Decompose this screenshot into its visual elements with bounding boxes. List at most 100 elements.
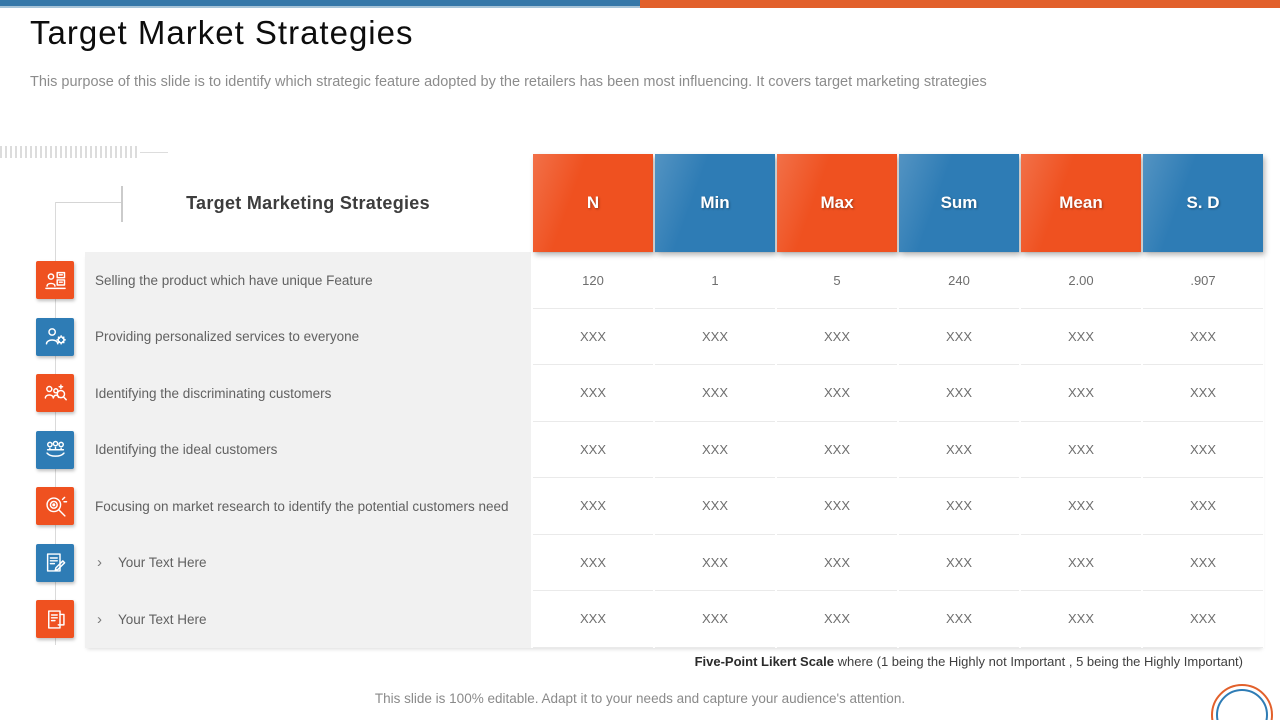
brand-logo-arcs [1210, 682, 1278, 720]
row-label-text: Focusing on market research to identify … [95, 498, 509, 514]
row-icon-slot [36, 252, 74, 309]
page-title: Target Market Strategies [30, 14, 414, 51]
edit-document-icon [36, 543, 74, 582]
table-cell: XXX [777, 478, 897, 535]
table-cell: XXX [533, 534, 653, 591]
table-cell: XXX [1021, 421, 1141, 478]
row-icon-slot [36, 309, 74, 366]
top-accent-bar [0, 0, 1280, 8]
table-cell: XXX [655, 421, 775, 478]
table-cell: 5 [777, 252, 897, 309]
connector-vertical-line [55, 202, 56, 645]
column-header-mean: Mean [1021, 154, 1141, 252]
table-row: › Your Text Here XXX XXX XXX XXX XXX XXX [85, 591, 1264, 648]
table-row: › Your Text Here XXX XXX XXX XXX XXX XXX [85, 534, 1264, 591]
table-cell: 1 [655, 252, 775, 309]
table-cell: XXX [533, 421, 653, 478]
table-row: Identifying the discriminating customers… [85, 365, 1264, 422]
table-cell: XXX [655, 365, 775, 422]
table-cell: XXX [899, 308, 1019, 365]
row-label-text: Providing personalized services to every… [95, 329, 360, 345]
table-cell: XXX [899, 591, 1019, 648]
row-label-text: Identifying the ideal customers [95, 442, 278, 458]
connector-tick [121, 186, 123, 222]
table-cell: XXX [1021, 478, 1141, 535]
table-cell: XXX [1143, 534, 1263, 591]
table-row: Providing personalized services to every… [85, 308, 1264, 365]
likert-footnote: Five-Point Likert Scale where (1 being t… [695, 654, 1243, 669]
table-cell: XXX [1021, 534, 1141, 591]
table-cell: XXX [533, 365, 653, 422]
table-row: Identifying the ideal customers XXX XXX XXX… [85, 421, 1264, 478]
table-cell: XXX [1143, 421, 1263, 478]
table-cell: XXX [899, 365, 1019, 422]
discriminating-customers-icon [36, 374, 74, 413]
strategies-table: Target Marketing Strategies N Min Max Sum Me… [85, 154, 1264, 648]
row-label: Identifying the discriminating customers [85, 365, 531, 422]
table-cell: XXX [1143, 591, 1263, 648]
table-cell: XXX [1021, 365, 1141, 422]
row-icon-slot [36, 478, 74, 535]
table-cell: XXX [777, 421, 897, 478]
column-header-sum: Sum [899, 154, 1019, 252]
page-subtitle: This purpose of this slide is to identif… [30, 74, 987, 90]
table-cell: .907 [1143, 252, 1263, 309]
column-header-min: Min [655, 154, 775, 252]
row-label-text: Your Text Here [118, 611, 207, 627]
table-cell: XXX [533, 591, 653, 648]
table-cell: XXX [1143, 478, 1263, 535]
market-research-icon [36, 487, 74, 526]
table-cell: XXX [899, 478, 1019, 535]
table-cell: XXX [655, 534, 775, 591]
table-cell: XXX [1143, 308, 1263, 365]
table-cell: XXX [899, 421, 1019, 478]
column-header-sd: S. D [1143, 154, 1263, 252]
row-label: Focusing on market research to identify … [85, 478, 531, 535]
row-icon-slot [36, 535, 74, 592]
table-cell: 240 [899, 252, 1019, 309]
table-cell: XXX [1021, 308, 1141, 365]
table-cell: XXX [533, 478, 653, 535]
chevron-bullet-icon: › [97, 610, 102, 628]
table-cell: XXX [899, 534, 1019, 591]
row-label: Identifying the ideal customers [85, 421, 531, 478]
table-cell: 120 [533, 252, 653, 309]
table-row: Selling the product which have unique Fe… [85, 252, 1264, 309]
connector-horizontal-line [56, 202, 121, 203]
table-cell: XXX [777, 365, 897, 422]
row-label-text: Selling the product which have unique Fe… [95, 272, 373, 288]
hatch-line-decoration [140, 152, 168, 153]
row-icon-slot [36, 365, 74, 422]
selling-product-icon [36, 261, 74, 300]
table-cell: XXX [777, 308, 897, 365]
table-header-row: Target Marketing Strategies N Min Max Sum Me… [85, 154, 1264, 252]
row-label: › Your Text Here [85, 534, 531, 591]
row-icon-slot [36, 422, 74, 479]
ideal-customers-icon [36, 430, 74, 469]
table-cell: XXX [1021, 591, 1141, 648]
table-body: Selling the product which have unique Fe… [85, 252, 1264, 648]
table-cell: XXX [533, 308, 653, 365]
table-row: Focusing on market research to identify … [85, 478, 1264, 535]
chevron-bullet-icon: › [97, 554, 102, 572]
likert-footnote-rest: where (1 being the Highly not Important … [834, 654, 1243, 669]
column-header-n: N [533, 154, 653, 252]
likert-footnote-bold: Five-Point Likert Scale [694, 654, 834, 669]
table-cell: XXX [777, 534, 897, 591]
top-bar-orange-segment [640, 0, 1280, 8]
table-cell: XXX [655, 308, 775, 365]
table-cell: XXX [777, 591, 897, 648]
table-label-header: Target Marketing Strategies [186, 192, 430, 213]
editable-note: This slide is 100% editable. Adapt it to… [374, 691, 906, 706]
table-cell: XXX [655, 591, 775, 648]
hatch-decoration [0, 146, 140, 158]
top-bar-blue-segment [0, 0, 640, 8]
row-label: Selling the product which have unique Fe… [85, 252, 531, 309]
row-icon-slot [36, 591, 74, 648]
row-label: › Your Text Here [85, 591, 531, 648]
document-icon [36, 600, 74, 639]
personalized-services-icon [36, 317, 74, 356]
column-header-max: Max [777, 154, 897, 252]
table-cell: XXX [1143, 365, 1263, 422]
